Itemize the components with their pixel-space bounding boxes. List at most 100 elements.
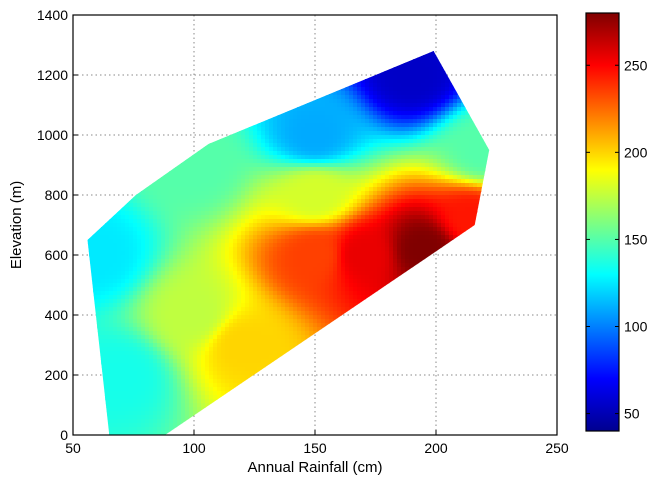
heat-cell xyxy=(237,395,242,400)
heat-cell xyxy=(121,343,126,348)
heat-cell xyxy=(233,375,238,380)
heat-cell xyxy=(121,367,126,372)
heat-cell xyxy=(141,271,146,276)
heat-cell xyxy=(257,171,262,176)
heat-cell xyxy=(145,183,150,188)
heat-cell xyxy=(87,259,90,264)
heat-cell xyxy=(209,63,214,68)
heat-cell xyxy=(197,179,202,184)
heat-cell xyxy=(209,243,214,248)
heat-cell xyxy=(261,95,266,100)
heat-cell xyxy=(233,103,238,108)
heat-cell xyxy=(213,323,218,328)
heat-cell xyxy=(241,335,246,340)
heat-cell xyxy=(245,39,250,44)
heat-cell xyxy=(145,91,150,96)
heat-cell xyxy=(109,255,114,260)
heat-cell xyxy=(121,299,126,304)
heat-cell xyxy=(185,247,190,252)
heat-cell xyxy=(145,119,150,124)
heat-cell xyxy=(241,299,246,304)
heat-cell xyxy=(189,187,194,192)
heat-cell xyxy=(229,59,234,64)
heat-cell xyxy=(205,419,210,424)
heat-cell xyxy=(189,403,194,408)
heat-cell xyxy=(161,291,166,296)
heat-cell xyxy=(189,55,194,60)
heat-cell xyxy=(193,235,198,240)
heat-cell xyxy=(105,283,110,288)
heat-cell xyxy=(221,215,226,220)
heat-cell xyxy=(185,411,190,416)
heat-cell xyxy=(161,175,166,180)
heat-cell xyxy=(93,251,98,256)
heat-cell xyxy=(113,67,118,72)
heat-cell xyxy=(181,35,186,40)
heat-cell xyxy=(217,83,222,88)
heat-cell xyxy=(225,175,230,180)
heat-cell xyxy=(261,107,266,112)
heat-cell xyxy=(177,263,182,268)
heat-cell xyxy=(241,391,246,396)
heat-cell xyxy=(137,351,142,356)
heat-cell xyxy=(205,279,210,284)
heat-cell xyxy=(217,375,222,380)
heat-cell xyxy=(97,227,102,232)
heat-cell xyxy=(129,351,134,356)
heat-cell xyxy=(149,219,154,224)
heat-cell xyxy=(237,95,242,100)
heat-cell xyxy=(149,259,154,264)
heat-cell xyxy=(233,195,238,200)
heat-cell xyxy=(205,155,210,160)
heat-cell xyxy=(81,167,86,172)
heat-cell xyxy=(137,283,142,288)
heat-cell xyxy=(81,235,86,240)
heat-cell xyxy=(141,39,146,44)
heat-cell xyxy=(109,431,114,435)
heat-cell xyxy=(193,187,198,192)
heat-cell xyxy=(209,155,214,160)
heat-cell xyxy=(229,179,234,184)
heat-cell xyxy=(165,335,170,340)
heat-cell xyxy=(201,387,206,392)
heat-cell xyxy=(249,311,254,316)
heat-cell xyxy=(153,111,158,116)
heat-cell xyxy=(85,23,90,28)
heat-cell xyxy=(177,215,182,220)
heat-cell xyxy=(245,351,250,356)
heat-cell xyxy=(189,99,194,104)
heat-cell xyxy=(161,383,166,388)
heat-cell xyxy=(245,359,250,364)
heat-cell xyxy=(181,347,186,352)
heat-cell xyxy=(249,63,254,68)
heat-cell xyxy=(87,151,90,156)
heat-cell xyxy=(165,331,170,336)
heat-cell xyxy=(133,427,138,432)
heat-cell xyxy=(225,347,230,352)
heat-cell xyxy=(209,275,214,280)
heat-cell xyxy=(185,203,190,208)
heat-cell xyxy=(177,187,182,192)
heat-cell xyxy=(253,115,258,120)
heat-cell xyxy=(221,275,226,280)
heat-cell xyxy=(193,347,198,352)
heat-cell xyxy=(157,243,162,248)
heat-cell xyxy=(93,19,98,24)
heat-cell xyxy=(197,175,202,180)
heat-cell xyxy=(229,99,234,104)
heat-cell xyxy=(87,211,90,216)
heat-cell xyxy=(209,103,214,108)
heat-cell xyxy=(233,211,238,216)
heat-cell xyxy=(197,351,202,356)
heat-cell xyxy=(81,43,86,48)
heat-cell xyxy=(117,319,122,324)
heat-cell xyxy=(241,375,246,380)
heat-cell xyxy=(245,83,250,88)
heat-cell xyxy=(185,427,190,432)
heat-cell xyxy=(93,107,98,112)
heat-cell xyxy=(169,87,174,92)
heat-cell xyxy=(137,123,142,128)
heat-cell xyxy=(157,255,162,260)
heat-cell xyxy=(197,27,202,32)
heat-cell xyxy=(173,375,178,380)
